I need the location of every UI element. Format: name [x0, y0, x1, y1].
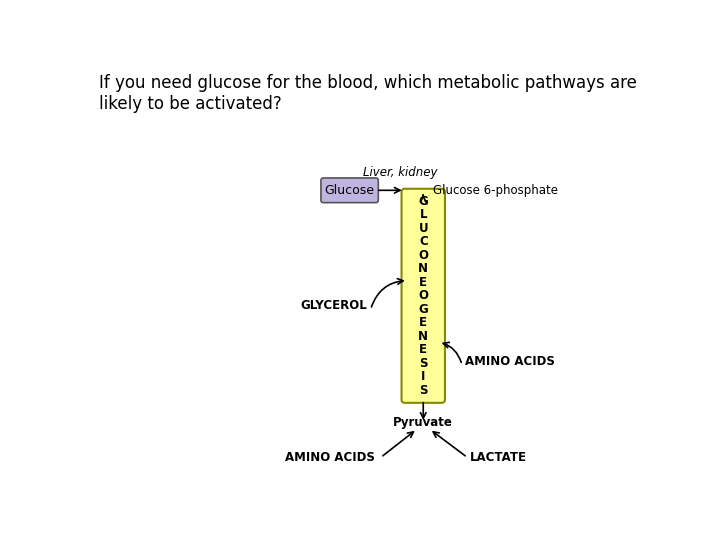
Text: Pyruvate: Pyruvate	[393, 416, 453, 429]
FancyBboxPatch shape	[321, 178, 378, 202]
Text: AMINO ACIDS: AMINO ACIDS	[465, 355, 555, 368]
Text: Glucose: Glucose	[325, 184, 374, 197]
Text: G
L
U
C
O
N
E
O
G
E
N
E
S
I
S: G L U C O N E O G E N E S I S	[418, 195, 428, 397]
Text: GLYCEROL: GLYCEROL	[301, 299, 367, 312]
Text: AMINO ACIDS: AMINO ACIDS	[285, 451, 375, 464]
FancyBboxPatch shape	[402, 189, 445, 403]
Text: Glucose 6-phosphate: Glucose 6-phosphate	[433, 184, 557, 197]
Text: Liver, kidney: Liver, kidney	[363, 166, 437, 179]
Text: LACTATE: LACTATE	[469, 451, 527, 464]
Text: If you need glucose for the blood, which metabolic pathways are
likely to be act: If you need glucose for the blood, which…	[99, 74, 637, 113]
